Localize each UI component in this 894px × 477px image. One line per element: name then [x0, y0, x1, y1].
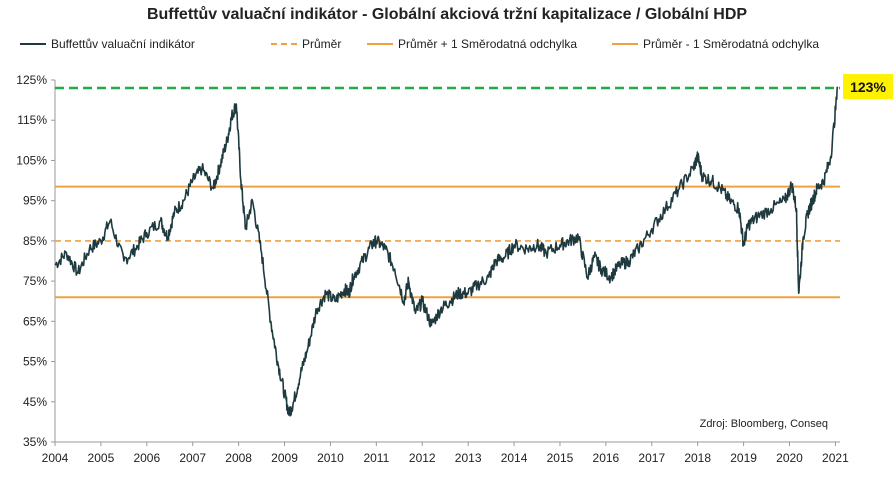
x-tick-label: 2016 — [593, 451, 620, 465]
x-tick-label: 2020 — [776, 451, 803, 465]
y-tick-label: 125% — [16, 73, 47, 87]
x-tick-label: 2010 — [317, 451, 344, 465]
legend-label-plus-sd: Průměr + 1 Směrodatná odchylka — [398, 37, 578, 51]
callout-box — [843, 74, 893, 100]
indicator-line — [54, 86, 839, 417]
legend-item-mean: Průměr — [271, 37, 341, 51]
x-tick-label: 2004 — [42, 451, 69, 465]
x-tick-label: 2014 — [501, 451, 528, 465]
y-tick-label: 95% — [23, 194, 47, 208]
y-tick-label: 105% — [16, 153, 47, 167]
x-tick-label: 2013 — [455, 451, 482, 465]
x-tick-label: 2018 — [684, 451, 711, 465]
y-tick-label: 115% — [17, 113, 47, 127]
y-tick-label: 55% — [23, 355, 47, 369]
x-tick-label: 2006 — [133, 451, 160, 465]
x-tick-label: 2017 — [638, 451, 665, 465]
x-tick-label: 2012 — [409, 451, 436, 465]
legend-swatch-mean — [271, 43, 297, 45]
legend-label-indicator: Buffettův valuační indikátor — [51, 37, 195, 51]
y-tick-label: 75% — [23, 274, 47, 288]
x-tick-label: 2015 — [547, 451, 574, 465]
y-tick-label: 45% — [23, 395, 47, 409]
x-tick-label: 2011 — [363, 451, 389, 465]
x-tick-label: 2008 — [225, 451, 252, 465]
callout-label: 123% — [850, 79, 886, 95]
legend-label-minus-sd: Průměr - 1 Směrodatná odchylka — [643, 37, 820, 51]
legend-item-plus-sd: Průměr + 1 Směrodatná odchylka — [367, 37, 577, 51]
x-tick-label: 2005 — [88, 451, 115, 465]
x-tick-label: 2019 — [730, 451, 757, 465]
source-note: Zdroj: Bloomberg, Conseq — [700, 418, 828, 430]
legend-item-indicator: Buffettův valuační indikátor — [20, 37, 195, 51]
y-tick-label: 65% — [23, 314, 47, 328]
x-tick-label: 2007 — [179, 451, 206, 465]
legend-label-mean: Průměr — [302, 37, 342, 51]
legend-swatch-minus-sd — [612, 43, 638, 45]
y-tick-label: 35% — [23, 435, 47, 449]
y-tick-label: 85% — [23, 234, 47, 248]
legend-swatch-indicator — [20, 43, 46, 45]
legend-swatch-plus-sd — [367, 43, 393, 45]
legend: Buffettův valuační indikátor Průměr Prům… — [0, 37, 894, 55]
legend-item-minus-sd: Průměr - 1 Směrodatná odchylka — [612, 37, 819, 51]
x-tick-label: 2009 — [271, 451, 298, 465]
x-tick-label: 2021 — [822, 451, 849, 465]
chart-title: Buffettův valuační indikátor - Globální … — [146, 6, 748, 23]
